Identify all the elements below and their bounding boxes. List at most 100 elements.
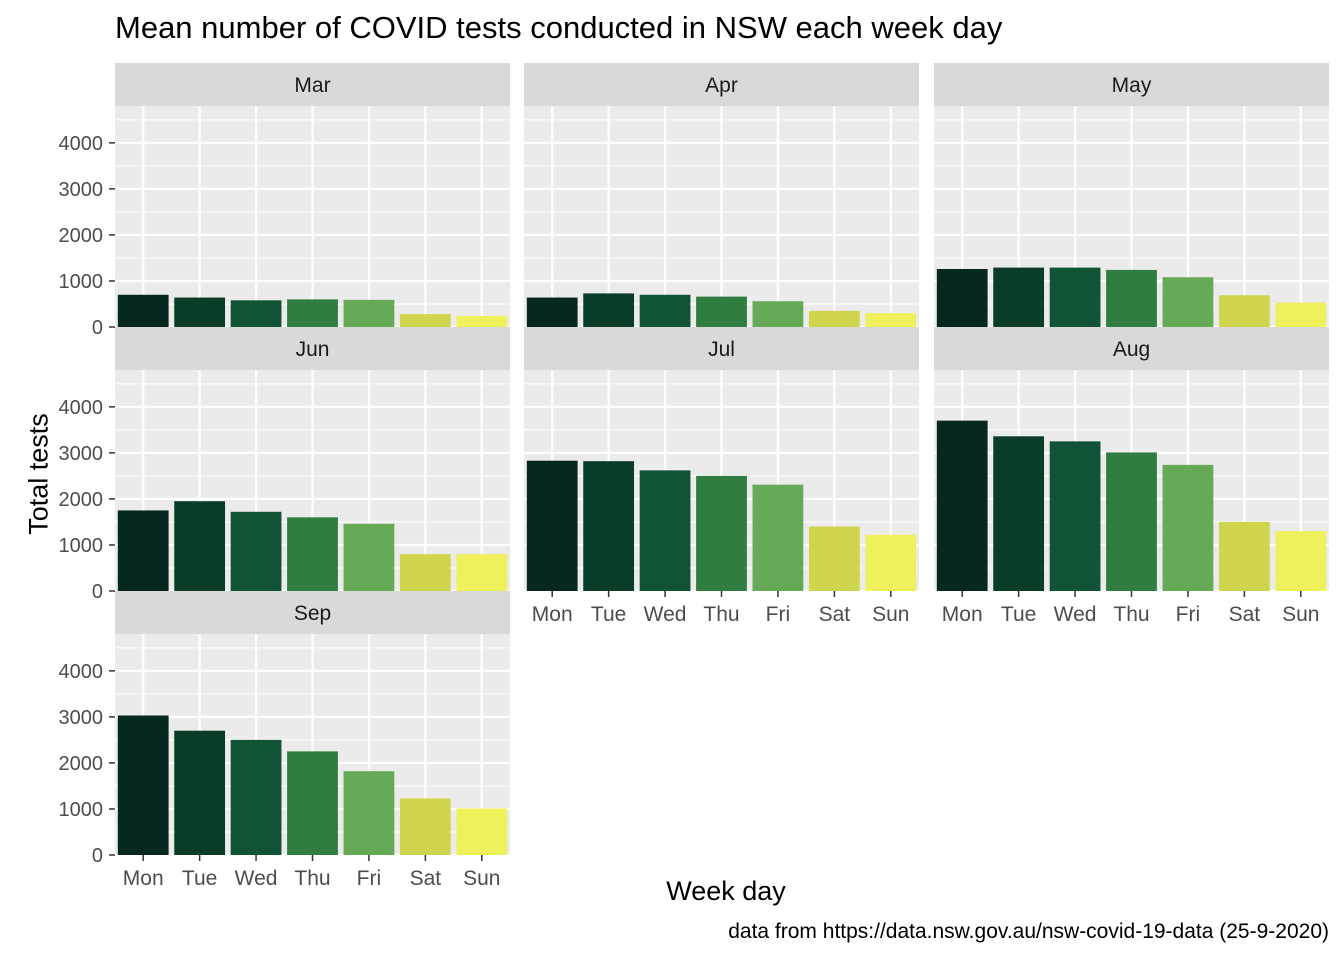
facet-strip-sep <box>115 591 510 634</box>
chart-title: Mean number of COVID tests conducted in … <box>115 10 1003 45</box>
x-tick-label: Sat <box>1229 603 1261 626</box>
bar-may-sun <box>1275 302 1327 327</box>
bar-sep-thu <box>287 751 338 855</box>
y-tick-label: 1000 <box>59 799 104 821</box>
facet-strip-jun <box>115 327 510 370</box>
bar-jun-thu <box>287 517 338 591</box>
bar-sep-sat <box>399 798 451 855</box>
x-tick-label: Sat <box>819 603 851 626</box>
y-tick-label: 2000 <box>59 753 104 775</box>
bar-sep-fri <box>343 771 395 855</box>
bar-aug-sun <box>1275 531 1327 591</box>
y-tick-label: 1000 <box>59 535 104 557</box>
x-tick-label: Thu <box>294 867 330 890</box>
bar-jul-fri <box>752 484 804 591</box>
bar-may-wed <box>1049 267 1101 327</box>
bar-jun-wed <box>230 511 282 591</box>
facet-strip-jul <box>524 327 919 370</box>
facet-strip-aug <box>934 327 1329 370</box>
x-tick-label: Sat <box>410 867 442 890</box>
bar-jul-thu <box>696 475 747 591</box>
bar-aug-sat <box>1218 521 1270 591</box>
x-tick-label: Tue <box>591 603 626 626</box>
bar-jun-sat <box>399 554 451 591</box>
bar-apr-wed <box>639 294 691 327</box>
y-tick-label: 2000 <box>59 489 104 511</box>
x-tick-label: Wed <box>644 603 687 626</box>
bar-may-tue <box>993 267 1045 327</box>
x-tick-label: Mon <box>532 603 573 626</box>
bar-jul-tue <box>583 461 635 591</box>
bar-apr-thu <box>696 296 747 327</box>
facet-strip-mar <box>115 63 510 106</box>
facet-strip-apr <box>524 63 919 106</box>
bar-jun-mon <box>117 510 169 591</box>
x-tick-label: Mon <box>942 603 983 626</box>
bar-sep-sun <box>456 808 508 855</box>
bar-mar-tue <box>174 297 226 327</box>
bar-mar-mon <box>117 294 169 327</box>
facet-label-apr: Apr <box>705 74 738 97</box>
x-tick-label: Sun <box>1282 603 1319 626</box>
facet-label-jul: Jul <box>708 338 735 361</box>
facet-label-mar: Mar <box>294 74 330 97</box>
bar-jun-sun <box>456 554 508 591</box>
x-tick-label: Sun <box>872 603 909 626</box>
x-tick-label: Tue <box>1001 603 1036 626</box>
bar-mar-fri <box>343 299 395 327</box>
facet-label-jun: Jun <box>296 338 330 361</box>
bar-apr-tue <box>583 293 635 327</box>
x-tick-label: Fri <box>766 603 791 626</box>
bar-may-fri <box>1162 277 1214 327</box>
facet-label-sep: Sep <box>294 602 331 625</box>
y-tick-label: 0 <box>92 317 103 339</box>
y-tick-label: 3000 <box>59 179 104 201</box>
x-tick-label: Sun <box>463 867 500 890</box>
chart-caption: data from https://data.nsw.gov.au/nsw-co… <box>728 920 1329 943</box>
y-tick-label: 0 <box>92 581 103 603</box>
bar-may-mon <box>936 268 988 327</box>
bar-jul-mon <box>526 460 578 591</box>
bar-jul-wed <box>639 470 691 591</box>
x-tick-label: Fri <box>1176 603 1201 626</box>
bar-jun-tue <box>174 501 226 591</box>
y-axis-label: Total tests <box>23 413 54 535</box>
y-tick-label: 2000 <box>59 225 104 247</box>
facet-label-aug: Aug <box>1113 338 1150 361</box>
bar-jun-fri <box>343 523 395 591</box>
x-tick-label: Tue <box>182 867 217 890</box>
bar-may-sat <box>1218 295 1270 327</box>
y-tick-label: 3000 <box>59 443 104 465</box>
bar-mar-thu <box>287 299 338 327</box>
bar-sep-mon <box>117 715 169 855</box>
bar-jul-sun <box>865 534 917 591</box>
bar-aug-mon <box>936 420 988 591</box>
x-tick-label: Mon <box>123 867 164 890</box>
y-tick-label: 0 <box>92 845 103 867</box>
bar-mar-sun <box>456 315 508 327</box>
bar-apr-fri <box>752 301 804 327</box>
bar-apr-sun <box>865 313 917 327</box>
y-tick-label: 4000 <box>59 661 104 683</box>
bar-aug-thu <box>1106 452 1157 591</box>
x-tick-label: Wed <box>235 867 278 890</box>
bar-sep-tue <box>174 730 226 855</box>
x-tick-label: Thu <box>1113 603 1149 626</box>
bar-jul-sat <box>808 526 860 591</box>
y-tick-label: 1000 <box>59 271 104 293</box>
bar-apr-mon <box>526 297 578 327</box>
x-axis-label: Week day <box>666 876 786 906</box>
y-tick-label: 4000 <box>59 133 104 155</box>
bar-aug-wed <box>1049 441 1101 591</box>
y-tick-label: 4000 <box>59 397 104 419</box>
y-tick-label: 3000 <box>59 707 104 729</box>
bar-may-thu <box>1106 269 1157 327</box>
bar-sep-wed <box>230 739 282 855</box>
x-tick-label: Fri <box>357 867 382 890</box>
facet-strip-may <box>934 63 1329 106</box>
bar-apr-sat <box>808 310 860 327</box>
bar-mar-wed <box>230 300 282 327</box>
bar-aug-fri <box>1162 464 1214 591</box>
bar-mar-sat <box>399 314 451 327</box>
